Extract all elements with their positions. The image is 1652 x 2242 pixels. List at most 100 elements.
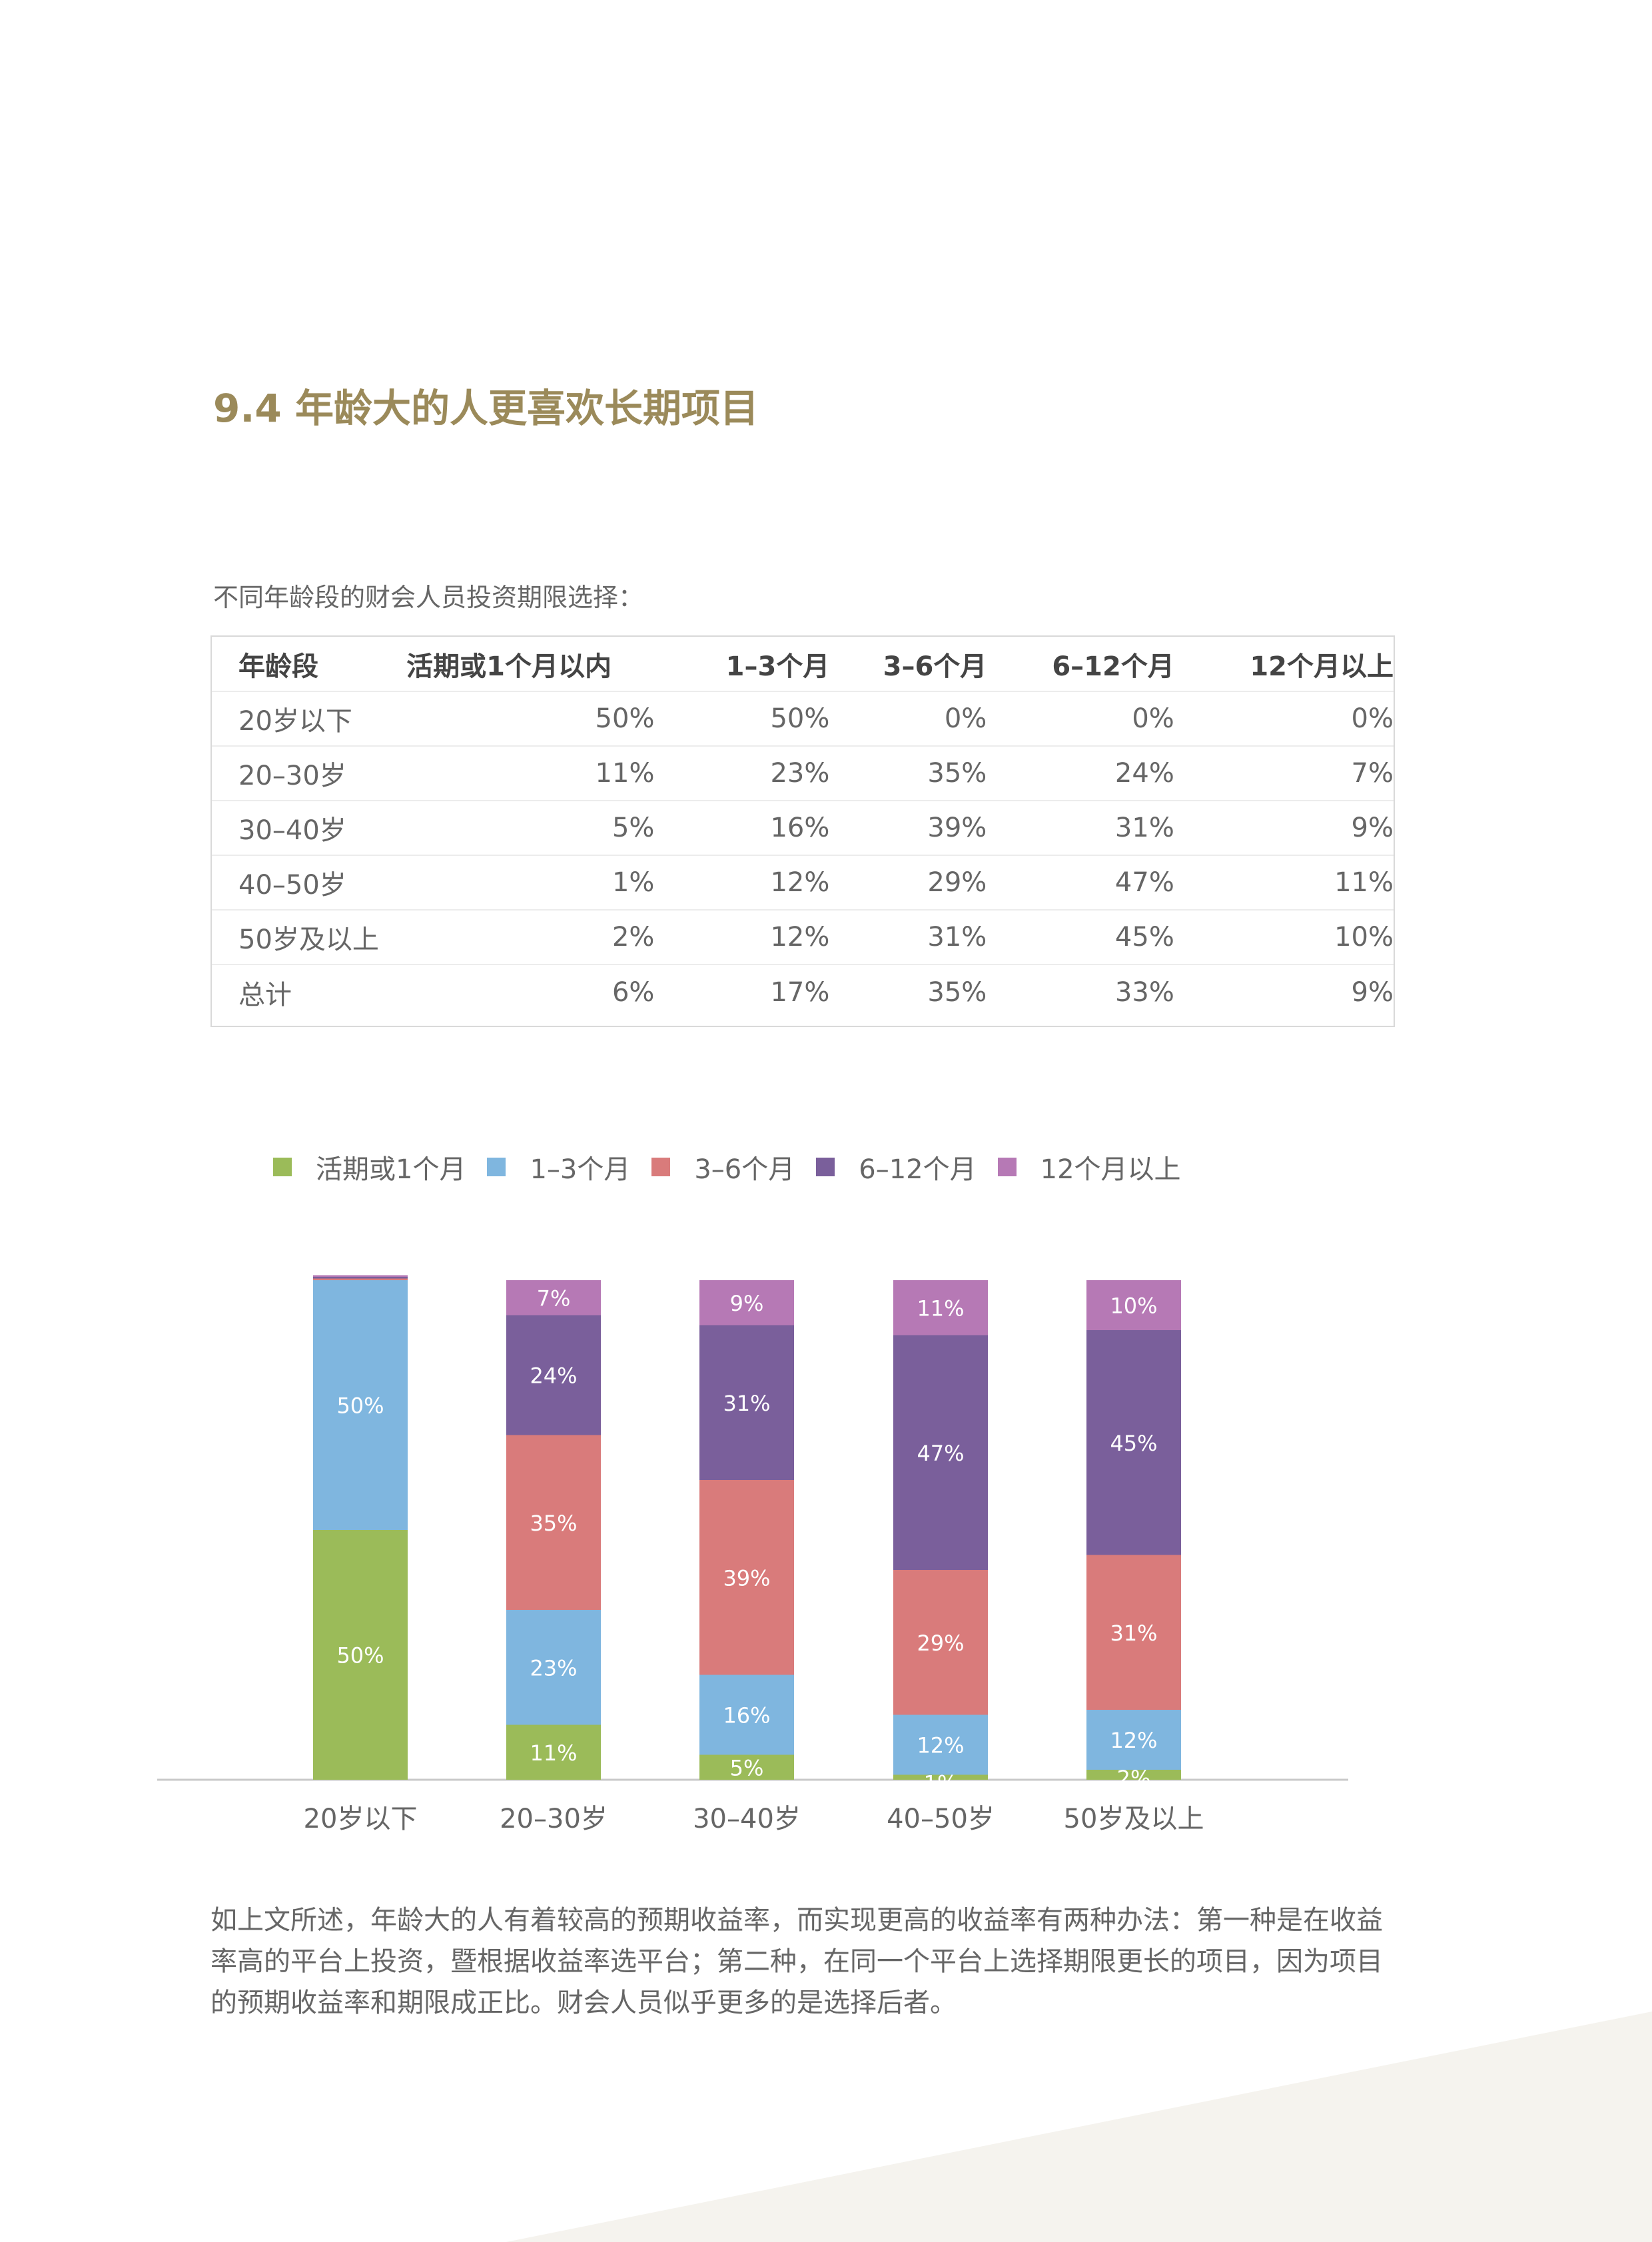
- body-paragraph: 如上文所述，年龄大的人有着较高的预期收益率，而实现更高的收益率有两种办法：第一种…: [210, 1905, 1383, 2018]
- stacked-bar-chart: 50% 50% 20岁以下 11% 23% 35% 24% 7% 20–30岁 5% 16% 39% 3…: [157, 1275, 1348, 1834]
- table-intro: 不同年龄段的财会人员投资期限选择：: [213, 583, 644, 612]
- table-cell-age-group: 总计: [238, 979, 292, 1010]
- table-header-row: 年龄段 活期或1个月以内 1–3个月 3–6个月 6–12个月 12个月以上: [212, 637, 1394, 692]
- table-row: 30–40岁 5% 16% 39% 31% 9%: [212, 801, 1394, 856]
- header-demand: 活期或1个月以内: [363, 637, 655, 692]
- bar-segment: [699, 1280, 794, 1325]
- header-12m-plus: 12个月以上: [1174, 637, 1394, 692]
- bar-segment: [506, 1280, 601, 1315]
- table-cell-value: 47%: [987, 855, 1174, 911]
- bar-segment: [506, 1315, 601, 1435]
- data-label: 1%: [924, 1771, 958, 1796]
- table-cell-value: 33%: [1114, 976, 1174, 1008]
- table-cell-value: 0%: [829, 691, 987, 747]
- table-row: 40–50岁 1% 12% 29% 47% 11%: [212, 855, 1394, 911]
- table-cell-value: 29%: [829, 855, 987, 911]
- x-tick-label: 30–40岁: [693, 1804, 801, 1834]
- header-age-group: 年龄段: [212, 637, 364, 692]
- table-cell-value: 9%: [1351, 976, 1394, 1008]
- table-cell-value: 12%: [654, 855, 830, 911]
- data-table: 年龄段 活期或1个月以内 1–3个月 3–6个月 6–12个月 12个月以上 2…: [212, 637, 1394, 1019]
- bar-segment: [893, 1714, 988, 1775]
- table-cell-value: 9%: [1174, 801, 1394, 856]
- legend-item: 3–6个月: [651, 1148, 795, 1186]
- table-cell-value: 45%: [987, 910, 1174, 965]
- x-tick-label: 50岁及以上: [1064, 1804, 1204, 1834]
- data-label: 12%: [1110, 1728, 1157, 1753]
- legend-swatch: [816, 1158, 835, 1176]
- table-cell-value: 1%: [363, 855, 655, 911]
- bar-segment: [1086, 1555, 1181, 1710]
- legend-item: 1–3个月: [487, 1148, 630, 1186]
- table-cell-value: 39%: [829, 801, 987, 856]
- data-label: 16%: [723, 1703, 770, 1728]
- data-label: 11%: [917, 1296, 964, 1321]
- table-cell-value: 5%: [363, 801, 655, 856]
- table-cell-value: 31%: [829, 910, 987, 965]
- table-cell-value: 35%: [829, 746, 987, 801]
- data-label: 23%: [530, 1655, 577, 1681]
- table-row: 总计 6% 17% 35% 33% 9%: [212, 964, 1394, 1019]
- data-label: 50%: [336, 1643, 384, 1669]
- table-cell-value: 50%: [654, 691, 830, 747]
- bar-segment: [1086, 1280, 1181, 1330]
- bar-segment: [1086, 1770, 1181, 1780]
- data-label: 12%: [917, 1733, 964, 1758]
- table-cell-value: 7%: [1174, 746, 1394, 801]
- data-label: 45%: [1110, 1431, 1157, 1456]
- legend-swatch: [487, 1158, 506, 1176]
- table-cell-value: 50%: [363, 691, 655, 747]
- bar-segment: [506, 1610, 601, 1725]
- legend-label: 3–6个月: [694, 1154, 795, 1185]
- x-tick-label: 20–30岁: [500, 1804, 608, 1834]
- table-cell-value: 12%: [654, 910, 830, 965]
- bar-segment: [313, 1530, 408, 1780]
- table-cell-value: 0%: [987, 691, 1174, 747]
- data-label: 39%: [723, 1565, 770, 1591]
- bar-segment: [699, 1480, 794, 1675]
- bar-segment: [699, 1754, 794, 1780]
- table-cell-value: 17%: [770, 976, 830, 1008]
- table-cell-value: 11%: [363, 746, 655, 801]
- table-cell-value: 0%: [1174, 691, 1394, 747]
- header-3-6m: 3–6个月: [829, 637, 987, 692]
- legend-swatch: [273, 1158, 292, 1176]
- legend-label: 12个月以上: [1040, 1154, 1181, 1185]
- table-cell-age-group: 20–30岁: [212, 746, 364, 801]
- section-title: 9.4 年龄大的人更喜欢长期项目: [213, 386, 759, 431]
- data-label: 29%: [917, 1631, 964, 1656]
- data-label: 31%: [723, 1391, 770, 1416]
- table-cell-age-group: 30–40岁: [212, 801, 364, 856]
- bar-segment: [893, 1280, 988, 1335]
- bar-segment: [1086, 1330, 1181, 1555]
- table-cell-value: 10%: [1174, 910, 1394, 965]
- x-tick-label: 20岁以下: [304, 1804, 418, 1834]
- data-label: 10%: [1110, 1294, 1157, 1319]
- bar-segment: [699, 1675, 794, 1755]
- table-cell-age-group: 20岁以下: [212, 691, 364, 747]
- data-label: 11%: [530, 1740, 577, 1766]
- data-label: 50%: [336, 1393, 384, 1419]
- x-tick-label: 40–50岁: [887, 1804, 995, 1834]
- data-label: 24%: [530, 1363, 577, 1389]
- table-cell-value: 11%: [1174, 855, 1394, 911]
- bar-segment: [313, 1278, 408, 1280]
- bar-segment: [313, 1280, 408, 1530]
- table-cell-value: 24%: [987, 746, 1174, 801]
- bar-segment: [313, 1275, 408, 1277]
- table-cell-value: 2%: [363, 910, 655, 965]
- table-cell-age-group: 40–50岁: [212, 855, 364, 911]
- legend-label: 6–12个月: [859, 1154, 977, 1185]
- legend-label: 活期或1个月: [316, 1154, 466, 1185]
- table-cell-value: 6%: [612, 976, 655, 1008]
- bar-segment: [893, 1570, 988, 1715]
- legend-item: 活期或1个月: [273, 1148, 466, 1186]
- header-6-12m: 6–12个月: [987, 637, 1174, 692]
- bar-segment: [506, 1435, 601, 1610]
- data-label: 9%: [730, 1291, 764, 1316]
- table-row: 20–30岁 11% 23% 35% 24% 7%: [212, 746, 1394, 801]
- legend-swatch: [651, 1158, 671, 1176]
- data-table-container: 年龄段 活期或1个月以内 1–3个月 3–6个月 6–12个月 12个月以上 2…: [210, 635, 1395, 1027]
- table-cell-value: 31%: [987, 801, 1174, 856]
